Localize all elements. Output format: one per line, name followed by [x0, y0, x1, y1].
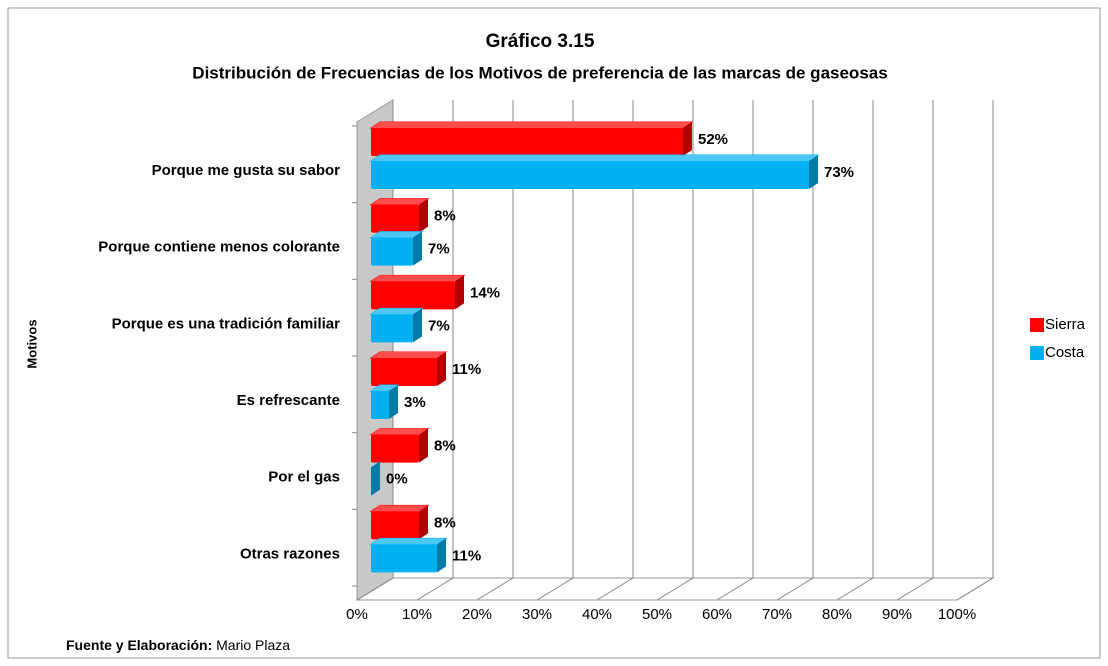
bar	[371, 358, 437, 386]
bar-side-shade	[389, 385, 398, 419]
value-label: 11%	[452, 361, 481, 378]
source-name: Mario Plaza	[216, 637, 290, 653]
y-tick-label: Porque me gusta su sabor	[152, 162, 341, 179]
bar-side	[419, 428, 428, 463]
bar-side	[413, 308, 422, 343]
chart-border	[7, 7, 1101, 659]
x-tick-label: 70%	[762, 606, 792, 623]
x-tick-label: 60%	[702, 606, 732, 623]
y-tick-label: Porque es una tradición familiar	[112, 315, 341, 332]
chart-subtitle: Distribución de Frecuencias de los Motiv…	[192, 63, 887, 82]
x-tick-label: 30%	[522, 606, 552, 623]
grid-line	[896, 100, 934, 601]
bar-top-shade	[371, 505, 428, 512]
source-label: Fuente y Elaboración:	[66, 637, 212, 653]
bar-side-shade	[413, 308, 422, 343]
bar	[371, 544, 437, 573]
legend-label: Costa	[1045, 344, 1085, 361]
bar-top-shade	[371, 231, 422, 238]
bar-side-shade	[371, 461, 380, 496]
bar-side-shade	[455, 275, 464, 310]
value-label: 52%	[698, 131, 728, 148]
y-tick-label: Por el gas	[268, 469, 340, 486]
bar-side-shade	[809, 155, 818, 189]
bar-side	[455, 275, 464, 310]
bar-side-shade	[419, 198, 428, 233]
source: Fuente y Elaboración: Mario Plaza	[66, 637, 290, 653]
bar-side-shade	[419, 505, 428, 540]
bar-side	[437, 538, 446, 573]
value-label: 8%	[434, 514, 456, 531]
bar-side	[437, 352, 446, 386]
bar-side-shade	[437, 352, 446, 386]
value-label: 14%	[470, 284, 500, 301]
bar-side	[683, 122, 692, 156]
bar-top-shade	[371, 428, 428, 435]
value-label: 8%	[434, 438, 456, 455]
grid-line	[416, 100, 454, 601]
bar-side	[389, 385, 398, 419]
bar-side	[413, 231, 422, 266]
bar-side-shade	[683, 122, 692, 156]
chart-title: Gráfico 3.15	[486, 31, 595, 52]
bar-top-shade	[371, 198, 428, 205]
grid-line	[776, 100, 814, 601]
grid-line	[596, 100, 634, 601]
legend-swatch	[1030, 318, 1044, 332]
legend-label: Sierra	[1045, 316, 1086, 333]
x-tick-label: 80%	[822, 606, 852, 623]
value-label: 73%	[824, 164, 854, 181]
value-label: 11%	[452, 547, 481, 564]
bar-side	[419, 505, 428, 540]
bar-top-shade	[371, 538, 446, 545]
y-axis-label: Motivos	[24, 319, 39, 368]
x-tick-label: 0%	[346, 606, 368, 623]
bar-top-shade	[371, 155, 818, 161]
y-tick-label: Otras razones	[240, 545, 340, 562]
value-label: 7%	[428, 241, 450, 258]
bar-top-shade	[371, 352, 446, 358]
grid-line	[836, 100, 874, 601]
bar-side-shade	[437, 538, 446, 573]
value-label: 7%	[428, 317, 450, 334]
bar	[371, 204, 419, 233]
bar-side-shade	[419, 428, 428, 463]
x-tick-label: 20%	[462, 606, 492, 623]
grid-line	[956, 100, 994, 601]
bar-side	[809, 155, 818, 189]
bar-side-shade	[413, 231, 422, 266]
grid-line	[716, 100, 754, 601]
bar	[371, 237, 413, 266]
bar-side	[419, 198, 428, 233]
y-tick-label: Es refrescante	[237, 392, 340, 409]
bar	[371, 314, 413, 343]
grid-line	[656, 100, 694, 601]
value-label: 3%	[404, 394, 426, 411]
value-label: 8%	[434, 208, 456, 225]
bar-top-shade	[371, 308, 422, 315]
bar	[371, 391, 389, 419]
bar	[371, 128, 683, 156]
x-tick-label: 90%	[882, 606, 912, 623]
x-tick-label: 40%	[582, 606, 612, 623]
bar-top-shade	[371, 122, 692, 128]
grid-line	[476, 100, 514, 601]
y-tick-label: Porque contiene menos colorante	[98, 239, 340, 256]
bar-top-shade	[371, 275, 464, 282]
x-tick-label: 100%	[938, 606, 976, 623]
bar	[371, 161, 809, 189]
x-tick-label: 10%	[402, 606, 432, 623]
legend-swatch	[1030, 346, 1044, 360]
bar	[371, 511, 419, 540]
bar-side	[371, 461, 380, 496]
grid-line	[536, 100, 574, 601]
x-tick-label: 50%	[642, 606, 672, 623]
value-label: 0%	[386, 471, 408, 488]
bar	[371, 434, 419, 463]
bar	[371, 281, 455, 310]
